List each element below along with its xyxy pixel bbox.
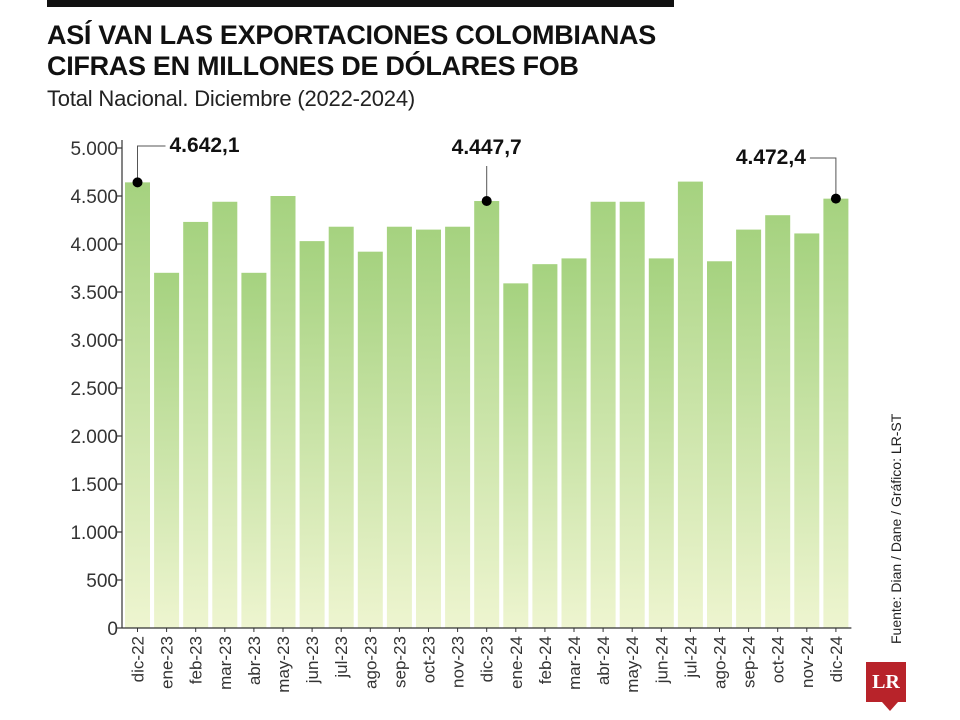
x-tick-label: abr-24 [594, 636, 613, 685]
x-tick-label: oct-23 [420, 636, 439, 683]
lr-logo-tail [882, 702, 898, 711]
bar-sep-24 [736, 229, 762, 628]
lr-logo: LR [866, 662, 906, 702]
x-tick-label: jul-23 [332, 636, 351, 679]
y-tick-label: 3.500 [70, 283, 118, 304]
x-tick-label: ene-23 [158, 636, 177, 689]
x-tick-label: sep-24 [740, 636, 759, 688]
bar-may-24 [619, 201, 645, 628]
source-note: Fuente: Dian / Dane / Gráfico: LR-ST [888, 413, 904, 644]
y-tick-label: 3.000 [70, 331, 118, 352]
bar-sep-23 [386, 226, 412, 628]
bar-dic-24 [823, 198, 849, 628]
x-tick-label: feb-23 [187, 636, 206, 684]
chart-title: ASÍ VAN LAS EXPORTACIONES COLOMBIANAS CI… [47, 20, 687, 82]
bar-dic-23 [474, 201, 500, 628]
annotation-marker [132, 177, 143, 188]
bar-ene-23 [154, 272, 180, 628]
x-tick-label: jul-24 [681, 636, 700, 679]
y-ticks-group: 0 500 1.000 1.500 2.000 2.500 3.000 3.500 4.000 4… [70, 139, 122, 640]
bar-jul-23 [328, 226, 354, 628]
x-tick-label: dic-24 [827, 636, 846, 682]
bar-nov-24 [794, 233, 820, 628]
bars-group [125, 181, 849, 629]
annotation-marker [830, 193, 841, 204]
annotations-group: 4.642,1 4.447,7 4.472,4 [132, 134, 841, 207]
bar-abr-24 [590, 201, 616, 628]
y-tick-label: 2.000 [70, 427, 118, 448]
x-tick-label: sep-23 [390, 636, 409, 688]
x-tick-label: ago-24 [711, 636, 730, 689]
x-tick-label: dic-23 [478, 636, 497, 682]
bar-ene-24 [503, 283, 529, 628]
x-tick-label: mar-24 [565, 636, 584, 690]
bar-abr-23 [241, 272, 267, 628]
bar-jul-24 [677, 181, 703, 628]
y-tick-label: 5.000 [70, 139, 118, 160]
y-tick-label: 4.500 [70, 187, 118, 208]
bar-jun-23 [299, 241, 325, 628]
title-line-2: CIFRAS EN MILLONES DE DÓLARES FOB [47, 51, 579, 81]
bar-dic-22 [125, 182, 150, 628]
x-tick-label: jun-24 [652, 636, 671, 684]
bar-ago-24 [707, 261, 732, 628]
top-rule [47, 0, 674, 7]
annotation-label: 4.472,4 [736, 146, 806, 169]
x-tick-label: may-23 [274, 636, 293, 693]
bar-mar-24 [561, 258, 587, 628]
x-tick-label: may-24 [623, 636, 642, 693]
bar-nov-23 [445, 226, 471, 628]
y-tick-label: 2.500 [70, 379, 118, 400]
y-tick-label: 500 [86, 571, 118, 592]
x-tick-label: jun-23 [303, 636, 322, 684]
chart-subtitle: Total Nacional. Diciembre (2022-2024) [47, 86, 416, 111]
y-tick-label: 1.500 [70, 475, 118, 496]
bar-may-23 [270, 196, 296, 628]
annotation-leader [137, 145, 166, 183]
annotation-leader [809, 157, 837, 199]
bar-ago-23 [357, 251, 383, 628]
x-tick-label: feb-24 [536, 636, 555, 684]
x-tick-label: oct-24 [769, 636, 788, 683]
x-tick-label: nov-23 [449, 636, 468, 688]
bar-oct-24 [765, 215, 791, 628]
bar-feb-24 [532, 264, 558, 628]
bar-mar-23 [212, 201, 238, 628]
x-tick-label: mar-23 [216, 636, 235, 690]
y-tick-label: 1.000 [70, 523, 118, 544]
x-tick-label: nov-24 [798, 636, 817, 688]
annotation-marker [481, 196, 492, 207]
x-tick-label: abr-23 [245, 636, 264, 685]
bar-jun-24 [648, 258, 674, 628]
annotation-label: 4.642,1 [170, 134, 240, 157]
bar-oct-23 [416, 229, 441, 628]
title-line-1: ASÍ VAN LAS EXPORTACIONES COLOMBIANAS [47, 20, 656, 50]
y-tick-label: 4.000 [70, 235, 118, 256]
x-labels-group: dic-22 ene-23 feb-23 mar-23 abr-23 may-23 jun-… [129, 628, 846, 693]
annotation-label: 4.447,7 [452, 136, 522, 159]
x-tick-label: dic-22 [129, 636, 148, 682]
y-tick-label: 0 [107, 619, 118, 640]
x-tick-label: ago-23 [361, 636, 380, 689]
bar-feb-23 [183, 221, 209, 629]
x-tick-label: ene-24 [507, 636, 526, 689]
